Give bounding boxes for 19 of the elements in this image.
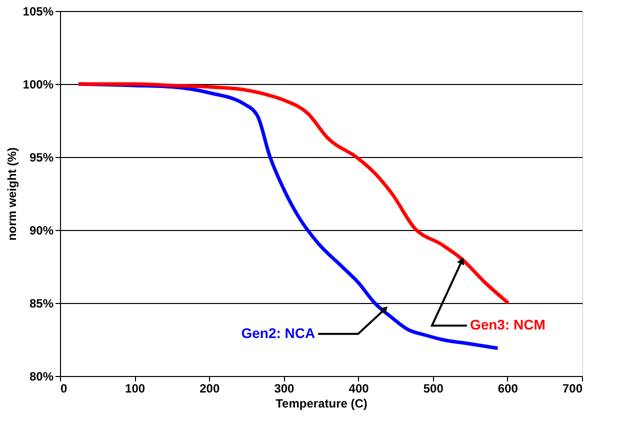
x-tick-label: 600	[498, 382, 518, 396]
annotation: Gen2: NCA	[241, 324, 316, 341]
x-tick-label: 0	[60, 382, 68, 396]
x-tick-label: 500	[423, 382, 444, 396]
y-tick-label: 105%	[22, 4, 54, 18]
x-tick-label: 400	[348, 382, 370, 396]
x-tick-label: 300	[274, 382, 295, 396]
y-tick-label: 80%	[29, 370, 54, 384]
x-tick-label: 200	[200, 382, 220, 396]
x-tick-label: 100	[125, 382, 146, 396]
x-axis-title: Temperature (C)	[276, 396, 368, 410]
y-tick-label: 90%	[29, 224, 54, 238]
x-tick-label: 700	[562, 382, 583, 396]
annotation: Gen3: NCM	[470, 316, 546, 333]
line-series	[76, 82, 510, 305]
y-tick-label: 85%	[29, 296, 54, 310]
y-tick-label: 95%	[29, 150, 54, 164]
y-tick-label: 100%	[22, 78, 54, 92]
y-axis-title: norm weight (%)	[4, 147, 19, 241]
